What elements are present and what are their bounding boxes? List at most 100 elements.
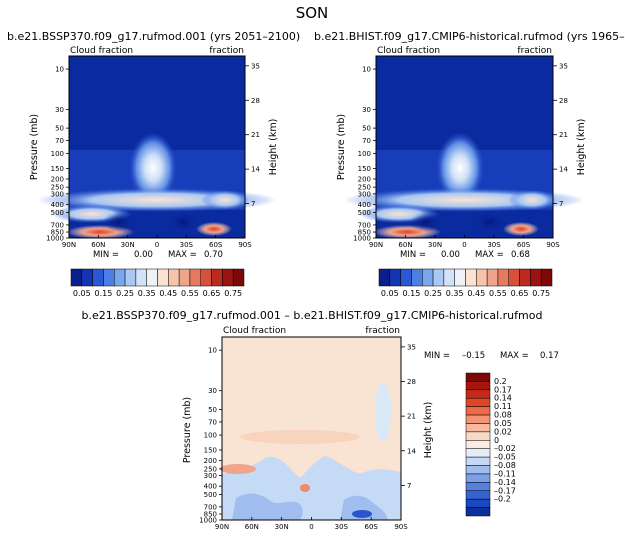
colorbar-swatch [378, 268, 391, 287]
pressure-tick-label: 150 [51, 165, 64, 173]
pressure-tick-label: 500 [204, 491, 217, 499]
pressure-tick-label: 700 [358, 221, 371, 229]
latitude-tick-label: 30N [121, 241, 135, 249]
colorbar-label: 0.02 [494, 427, 512, 436]
colorbar-swatch [465, 440, 491, 449]
latitude-tick-label: 90N [215, 523, 229, 531]
colorbar-swatch [232, 268, 245, 287]
colorbar-swatch [411, 268, 423, 287]
pressure-tick-label: 70 [208, 418, 217, 426]
panel-ssp370: b.e21.BSSP370.f09_g17.rufmod.001 (yrs 20… [7, 30, 300, 298]
panel-1-stats: MIN = 0.00 MAX = 0.70 [93, 250, 223, 260]
tropical-increase [240, 430, 360, 444]
panel-3-stats: MIN = –0.15 MAX = 0.17 [424, 351, 559, 361]
colorbar-swatch [443, 268, 455, 287]
panel-2-ylabel-right: Height (km) [576, 119, 587, 176]
colorbar-swatch [135, 268, 147, 287]
colorbar-swatch [465, 372, 491, 382]
pressure-tick-label: 200 [51, 175, 64, 183]
height-tick-label: 7 [559, 200, 563, 208]
colorbar-label: 0.35 [446, 289, 464, 298]
pressure-tick-label: 30 [55, 106, 64, 114]
colorbar-swatch [389, 268, 401, 287]
colorbar-swatch [508, 268, 520, 287]
panel-2-heatmap [344, 55, 584, 239]
colorbar-swatch [211, 268, 223, 287]
latitude-tick-label: 30S [487, 241, 501, 249]
latitude-tick-label: 60S [364, 523, 378, 531]
colorbar-label: 0 [494, 436, 499, 445]
panel-historical: b.e21.BHIST.f09_g17.CMIP6-historical.ruf… [314, 30, 625, 298]
min-value: 0.00 [134, 250, 153, 260]
pressure-tick-label: 250 [51, 184, 64, 192]
min-label: MIN = [400, 250, 426, 260]
height-tick-label: 21 [407, 413, 416, 421]
colorbar-label: 0.15 [403, 289, 421, 298]
panel-2-left-label: Cloud fraction [377, 46, 440, 56]
colorbar-swatch [465, 498, 491, 508]
colorbar-label: –0.08 [494, 461, 516, 470]
northern-increase [220, 464, 256, 474]
panel-2-stats: MIN = 0.00 MAX = 0.68 [400, 250, 530, 260]
colorbar-label: 0.11 [494, 402, 512, 411]
colorbar-swatch [465, 431, 491, 441]
season-title: SON [296, 4, 329, 22]
panel-3-left-label: Cloud fraction [223, 326, 286, 336]
colorbar-label: 0.05 [73, 289, 91, 298]
min-value: –0.15 [462, 351, 485, 361]
colorbar-swatch [465, 507, 491, 517]
panel-3-ylabel-right: Height (km) [423, 402, 434, 459]
colorbar-label: 0.17 [494, 385, 512, 394]
colorbar-swatch [200, 268, 212, 287]
colorbar-swatch [465, 473, 491, 483]
pressure-tick-label: 70 [362, 137, 371, 145]
colorbar-swatch [189, 268, 201, 287]
colorbar-swatch [465, 456, 491, 466]
latitude-tick-label: 0 [462, 241, 466, 249]
colorbar-swatch [476, 268, 488, 287]
latitude-tick-label: 60N [245, 523, 259, 531]
pressure-tick-label: 200 [204, 457, 217, 465]
latitude-tick-label: 90N [369, 241, 383, 249]
colorbar-label: –0.2 [494, 495, 511, 504]
latitude-tick-label: 30S [180, 241, 194, 249]
pressure-tick-label: 250 [204, 465, 217, 473]
colorbar-label: –0.14 [494, 478, 516, 487]
panel-3-latitude-axis: 90N 60N 30N 0 30S 60S 90S [215, 517, 408, 531]
height-tick-label: 7 [251, 200, 255, 208]
panel-3-heatmap [220, 336, 402, 521]
latitude-tick-label: 0 [155, 241, 159, 249]
tropical-anvil [129, 132, 177, 204]
colorbar-swatch [486, 268, 499, 287]
colorbar-label: 0.65 [203, 289, 221, 298]
panel-1-ylabel-right: Height (km) [268, 119, 279, 176]
pressure-tick-label: 850 [51, 229, 64, 237]
subsidence-dark [474, 212, 506, 232]
colorbar-swatch [497, 268, 509, 287]
latitude-tick-label: 90S [546, 241, 560, 249]
panel-2-latitude-axis: 90N 60N 30N 0 30S 60S 90S [369, 235, 560, 249]
colorbar-swatch [465, 381, 491, 391]
pressure-tick-label: 700 [51, 221, 64, 229]
pressure-tick-label: 250 [358, 184, 371, 192]
pressure-tick-label: 700 [204, 503, 217, 511]
pressure-tick-label: 500 [51, 209, 64, 217]
colorbar-label: 0.45 [159, 289, 177, 298]
pressure-tick-label: 50 [208, 406, 217, 414]
height-tick-label: 14 [407, 447, 416, 455]
latitude-tick-label: 60S [209, 241, 223, 249]
latitude-tick-label: 0 [309, 523, 313, 531]
colorbar-label: 0.08 [494, 411, 512, 420]
panel-1-heatmap [37, 55, 277, 239]
pressure-tick-label: 10 [55, 66, 64, 74]
colorbar-swatch [178, 268, 191, 287]
pressure-tick-label: 100 [204, 432, 217, 440]
colorbar-label: 0.35 [138, 289, 156, 298]
colorbar-label: 0.75 [224, 289, 242, 298]
latitude-tick-label: 90N [62, 241, 76, 249]
colorbar-label: 0.55 [489, 289, 507, 298]
tropical-low-increase [300, 484, 310, 492]
panel-3-height-axis: 35 28 21 14 7 [401, 343, 416, 490]
